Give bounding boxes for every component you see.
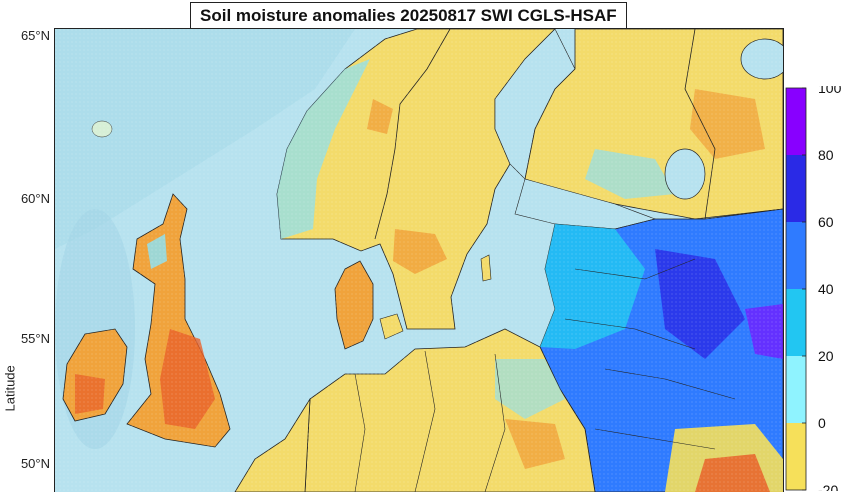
- colorbar-tick-label: -20: [818, 482, 838, 491]
- lat-tick-65n: 65°N: [20, 28, 50, 43]
- soil-moisture-map[interactable]: [55, 29, 783, 492]
- y-axis-label: Latitude: [2, 365, 18, 412]
- colorbar: 100 80 60 40 20 0 -20: [785, 86, 842, 491]
- colorbar-segment-40-60: [786, 222, 806, 289]
- colorbar-tick-label: 20: [818, 348, 834, 364]
- colorbar-segment-0-20: [786, 356, 806, 423]
- colorbar-tick-label: 0: [818, 415, 826, 431]
- colorbar-tick-label: 80: [818, 147, 834, 163]
- colorbar-tick-label: 40: [818, 281, 834, 297]
- colorbar-segment-60-80: [786, 155, 806, 222]
- lat-tick-60n: 60°N: [20, 191, 50, 206]
- colorbar-tick-label: 100: [818, 86, 842, 96]
- colorbar-segment-20-40: [786, 289, 806, 356]
- lat-tick-50n: 50°N: [20, 456, 50, 471]
- colorbar-segment-80-100: [786, 88, 806, 155]
- lat-tick-55n: 55°N: [20, 331, 50, 346]
- colorbar-segment-minus20-0: [786, 423, 806, 490]
- map-title: Soil moisture anomalies 20250817 SWI CGL…: [190, 2, 627, 30]
- map-panel[interactable]: [54, 28, 784, 492]
- dot-texture: [55, 29, 783, 492]
- colorbar-tick-label: 60: [818, 214, 834, 230]
